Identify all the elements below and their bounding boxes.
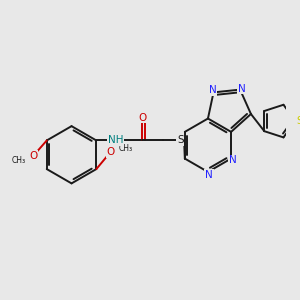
- Text: NH: NH: [108, 136, 123, 146]
- Text: O: O: [29, 151, 38, 161]
- Text: O: O: [106, 147, 115, 157]
- Text: S: S: [297, 116, 300, 126]
- Text: N: N: [209, 85, 216, 95]
- Text: N: N: [209, 85, 216, 95]
- Text: N: N: [205, 170, 213, 180]
- Text: CH₃: CH₃: [118, 144, 132, 153]
- Text: S: S: [297, 116, 300, 126]
- Text: NH: NH: [108, 136, 123, 146]
- Text: O: O: [138, 112, 146, 123]
- Text: N: N: [229, 155, 237, 166]
- Text: N: N: [238, 84, 246, 94]
- Text: N: N: [205, 170, 213, 180]
- Text: O: O: [29, 151, 38, 161]
- Text: O: O: [138, 112, 146, 123]
- Text: CH₃: CH₃: [118, 144, 132, 153]
- Text: N: N: [238, 84, 246, 94]
- Text: CH₃: CH₃: [12, 156, 26, 165]
- Text: S: S: [177, 136, 184, 146]
- Text: CH₃: CH₃: [12, 156, 26, 165]
- Text: N: N: [229, 155, 237, 166]
- Text: S: S: [177, 136, 184, 146]
- Text: O: O: [106, 147, 115, 157]
